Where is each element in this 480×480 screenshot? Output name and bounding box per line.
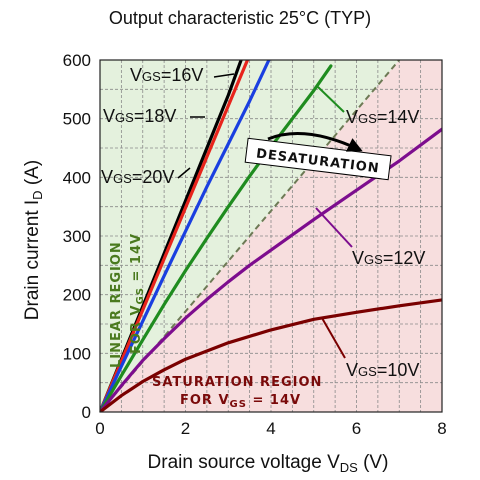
y-tick-label: 500 (63, 110, 91, 129)
leader-20v (177, 167, 191, 179)
desaturation-box (244, 137, 392, 181)
x-tick-label: 4 (266, 419, 275, 438)
y-tick-label: 300 (63, 227, 91, 246)
y-tick-label: 400 (63, 168, 91, 187)
saturation-region-label: SATURATION REGION (152, 375, 322, 390)
linear-region-label: LINEAR REGION (109, 241, 124, 368)
y-tick-label: 100 (63, 344, 91, 363)
label-vgs-18v: VGS=18V (103, 106, 176, 126)
y-tick-label: 200 (63, 286, 91, 305)
leader-16v (213, 73, 235, 78)
y-tick-label: 0 (82, 403, 91, 422)
desaturation-arrow (267, 132, 363, 152)
label-vgs-20v: VGS=20V (101, 167, 174, 187)
series-line-vgs-18v (100, 60, 250, 412)
label-vgs-16v: VGS=16V (130, 65, 203, 85)
label-vgs-14v: VGS=14V (346, 107, 419, 127)
x-tick-label: 8 (437, 419, 446, 438)
label-vgs-12v: VGS=12V (352, 248, 425, 268)
label-leader-lines (177, 73, 353, 359)
series-labels: VGS=16V VGS=18V VGS=20V VGS=14V VGS=12V … (101, 65, 425, 380)
chart-title: Output characteristic 25°C (TYP) (109, 8, 371, 28)
leader-10v (321, 317, 346, 359)
y-tick-label: 600 (63, 51, 91, 70)
plot-frame (99, 59, 443, 413)
series-line-vgs-16v (100, 60, 271, 412)
series-group (100, 60, 442, 412)
x-tick-label: 0 (95, 419, 104, 438)
series-line-vgs-12v (100, 127, 442, 412)
leader-14v (317, 86, 345, 113)
series-line-vgs-10v (100, 298, 442, 412)
x-tick-label: 2 (181, 419, 190, 438)
x-tick-label: 6 (352, 419, 361, 438)
series-line-vgs-14v (100, 64, 333, 412)
leader-12v (315, 207, 353, 248)
y-axis-label: Drain current ID (A) (22, 160, 45, 320)
x-axis-label: Drain source voltage VDS (V) (148, 452, 389, 475)
label-vgs-10v: VGS=10V (346, 360, 419, 380)
region-boundary-line (99, 59, 401, 413)
saturation-region-condition: FOR VGS = 14V (180, 393, 301, 410)
tick-labels: 0 2 4 6 8 0 100 200 300 400 500 600 (63, 51, 447, 438)
linear-region-condition: FOR VGS = 14V (129, 233, 146, 354)
